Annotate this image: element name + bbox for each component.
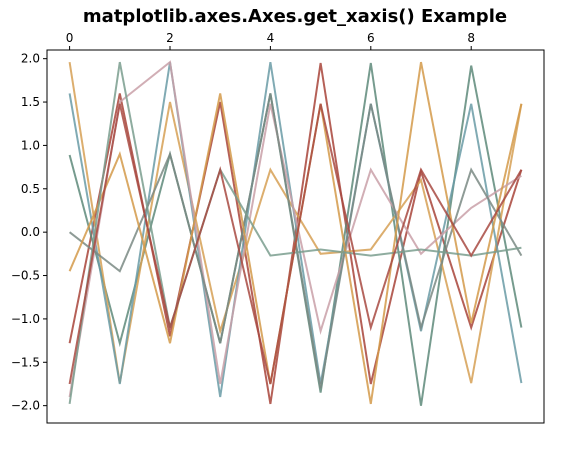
x-tick-label: 4 [267, 31, 275, 45]
chart-title: matplotlib.axes.Axes.get_xaxis() Example [83, 6, 507, 27]
series-line-9 [68, 103, 523, 385]
y-tick-label: 1.5 [21, 95, 40, 109]
y-axis-ticks: 2.0 1.5 1.0 0.5 0.0 −0.5 −1.0 −1.5 −2.0 [11, 52, 47, 413]
y-tick-label: −1.5 [11, 355, 40, 369]
y-tick-label: 0.0 [21, 225, 40, 239]
y-tick-label: 2.0 [21, 52, 40, 66]
x-tick-label: 2 [166, 31, 174, 45]
y-tick-label: −2.0 [11, 399, 40, 413]
series-line-8 [68, 61, 522, 405]
x-tick-label: 6 [367, 31, 375, 45]
x-tick-label: 8 [467, 31, 475, 45]
y-tick-label: −0.5 [11, 269, 40, 283]
series-line-3 [68, 61, 523, 384]
y-tick-label: −1.0 [11, 312, 40, 326]
series-line-4 [68, 61, 523, 398]
series-layer [68, 60, 523, 406]
y-tick-label: 1.0 [21, 138, 40, 152]
plot-frame [46, 49, 545, 424]
y-tick-label: 0.5 [21, 182, 40, 196]
x-tick-label: 0 [66, 31, 74, 45]
x-axis-ticks: 0 2 4 6 8 [66, 31, 475, 50]
series-line-5 [68, 60, 522, 398]
